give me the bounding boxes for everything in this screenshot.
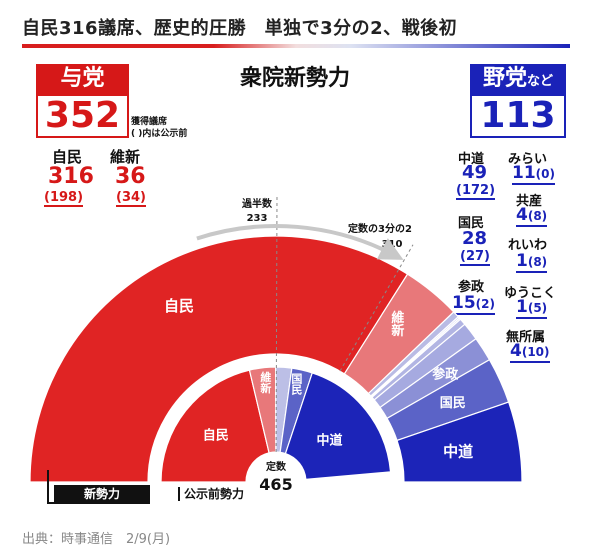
opposition-party-seats-inline: 4(10) (510, 342, 550, 363)
headline: 自民316議席、歴史的圧勝 単独で3分の2、戦後初 (22, 18, 458, 39)
ruling-party-seats: 316 (48, 164, 94, 189)
opposition-badge-main: 野党 (482, 66, 527, 91)
opposition-party-seats-inline: 4(8) (516, 205, 548, 227)
outer-ring-segment (396, 401, 523, 483)
ruling-party-name: 自民 (52, 148, 83, 166)
opposition-party-seats: 4 (510, 341, 522, 361)
outer-ring-segment (29, 235, 409, 483)
opposition-party-prev-seats: (8) (527, 209, 548, 223)
legend-bracket (47, 470, 150, 504)
opposition-party-name: 参政 (458, 280, 485, 295)
outer-segment-label: 中道 (443, 443, 473, 461)
majority-line (275, 193, 278, 453)
inner-segment-label: 中道 (316, 433, 342, 449)
outer-segment-label: 参政 (432, 366, 459, 382)
center-label: 定数 (266, 460, 287, 473)
opposition-badge-suffix: など (527, 74, 554, 89)
opposition-party-name: 中道 (458, 152, 485, 167)
opposition-party-seats: 28 (462, 228, 488, 249)
opposition-badge: 野党など (470, 64, 566, 94)
opposition-party-seats: 11 (512, 163, 536, 183)
opposition-party-seats: 15 (452, 293, 476, 313)
ruling-badge: 与党 (36, 64, 129, 94)
opposition-party-prev-seats: (8) (527, 255, 548, 269)
two-thirds-label: 定数の3分の2 (348, 222, 412, 235)
opposition-party-prev-seats: (10) (521, 345, 550, 359)
majority-value: 233 (247, 213, 268, 224)
outer-segment-label: 自民 (164, 297, 194, 315)
inner-segment-label: 国民 (290, 373, 303, 396)
opposition-party-name: 国民 (458, 216, 485, 231)
opposition-total: 113 (470, 94, 566, 138)
opposition-party-name: れいわ (508, 238, 548, 253)
two-thirds-line (339, 244, 414, 372)
outer-ring-legend: 新勢力 (54, 485, 150, 503)
opposition-party-seats-inline: 1(5) (516, 297, 548, 319)
ruling-party-prev-seats: (34) (116, 190, 146, 207)
opposition-party-seats-inline: 11(0) (512, 164, 555, 185)
opposition-party-name: ゆうこく (504, 286, 557, 301)
inner-segment-label: 維新 (259, 370, 272, 394)
headline-gradient-bar (22, 44, 570, 48)
ruling-party-seats: 36 (115, 164, 146, 189)
opposition-party-name: 無所属 (506, 330, 546, 345)
chart-title: 衆院新勢力 (239, 66, 350, 91)
opposition-party-name: みらい (508, 152, 548, 167)
inner-ring-legend: 公示前勢力 (178, 487, 244, 501)
inner-segment-label: 自民 (203, 427, 229, 443)
outer-segment-label: 国民 (440, 396, 466, 411)
opposition-party-prev-seats: (5) (527, 301, 548, 315)
ruling-party-prev-seats: (198) (44, 190, 84, 207)
majority-label: 過半数 (241, 197, 273, 210)
seats-won-note: 獲得議席 (131, 117, 168, 127)
opposition-party-seats: 1 (516, 297, 528, 317)
progress-arrow (196, 224, 404, 260)
opposition-party-name: 共産 (516, 194, 543, 209)
center-value: 465 (259, 475, 292, 494)
source-credit: 出典：時事通信 2/9(月) (22, 532, 171, 547)
paren-note: ( )内は公示前 (131, 129, 188, 139)
inner-ring-segment (284, 372, 392, 481)
opposition-party-prev-seats: (0) (535, 167, 555, 181)
opposition-party-seats: 49 (462, 162, 488, 183)
opposition-party-prev-seats: (2) (475, 297, 495, 311)
opposition-party-seats-inline: 15(2) (452, 294, 495, 315)
opposition-party-prev-seats: (172) (456, 183, 496, 200)
outer-segment-label: 維新 (388, 310, 404, 338)
ruling-party-name: 維新 (110, 148, 141, 166)
opposition-party-seats-inline: 1(8) (516, 251, 548, 273)
opposition-party-prev-seats: (27) (460, 249, 490, 266)
opposition-party-seats: 4 (516, 205, 528, 225)
inner-ring-segment (160, 369, 270, 483)
opposition-party-seats: 1 (516, 251, 528, 271)
ruling-total: 352 (36, 94, 129, 138)
